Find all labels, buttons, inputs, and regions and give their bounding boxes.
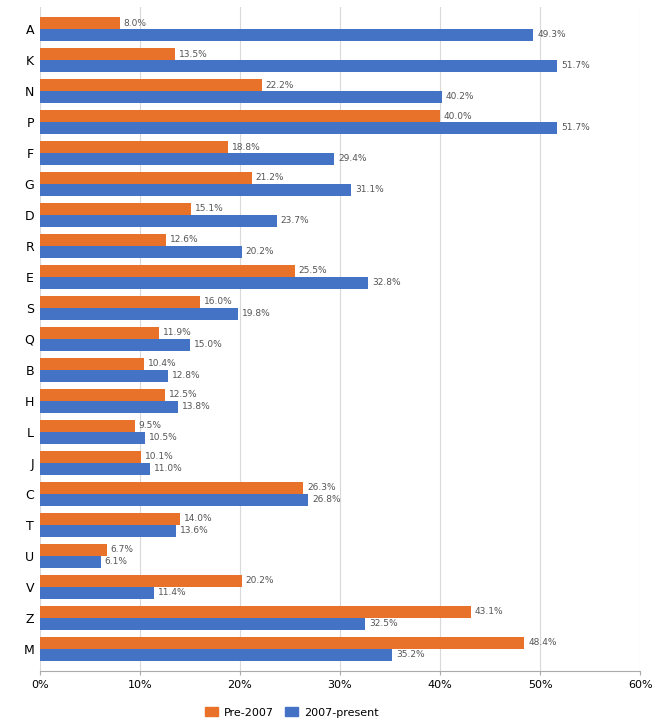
- Text: 32.5%: 32.5%: [369, 619, 397, 628]
- Bar: [40, 575, 242, 587]
- Bar: [40, 141, 228, 153]
- Text: 21.2%: 21.2%: [256, 174, 284, 182]
- Text: 32.8%: 32.8%: [372, 278, 401, 287]
- Bar: [40, 215, 277, 226]
- Bar: [40, 246, 242, 257]
- Bar: [40, 451, 141, 463]
- Legend: Pre-2007, 2007-present: Pre-2007, 2007-present: [201, 703, 383, 721]
- Bar: [40, 482, 303, 494]
- Bar: [40, 277, 368, 288]
- Bar: [40, 556, 101, 567]
- Text: 11.4%: 11.4%: [158, 588, 186, 597]
- Bar: [40, 265, 295, 277]
- Bar: [40, 122, 557, 133]
- Text: 12.6%: 12.6%: [170, 236, 199, 244]
- Bar: [40, 463, 150, 474]
- Bar: [40, 432, 145, 443]
- Text: 16.0%: 16.0%: [204, 298, 232, 306]
- Bar: [40, 649, 392, 660]
- Text: 25.5%: 25.5%: [299, 267, 327, 275]
- Bar: [40, 513, 180, 525]
- Bar: [40, 110, 440, 122]
- Text: 51.7%: 51.7%: [561, 123, 590, 132]
- Bar: [40, 234, 166, 246]
- Bar: [40, 525, 176, 536]
- Bar: [40, 339, 190, 350]
- Bar: [40, 48, 175, 60]
- Text: 19.8%: 19.8%: [242, 309, 271, 318]
- Text: 22.2%: 22.2%: [266, 81, 294, 89]
- Bar: [40, 60, 557, 71]
- Text: 35.2%: 35.2%: [396, 650, 424, 659]
- Text: 6.7%: 6.7%: [111, 546, 134, 554]
- Text: 10.1%: 10.1%: [145, 453, 174, 461]
- Bar: [40, 389, 165, 401]
- Bar: [40, 172, 252, 184]
- Text: 9.5%: 9.5%: [139, 422, 162, 430]
- Text: 26.3%: 26.3%: [307, 484, 335, 492]
- Bar: [40, 308, 238, 319]
- Text: 8.0%: 8.0%: [123, 19, 147, 27]
- Text: 20.2%: 20.2%: [246, 247, 275, 256]
- Bar: [40, 327, 158, 339]
- Text: 13.6%: 13.6%: [180, 526, 209, 535]
- Bar: [40, 184, 351, 195]
- Text: 14.0%: 14.0%: [183, 515, 213, 523]
- Text: 49.3%: 49.3%: [537, 30, 566, 40]
- Bar: [40, 618, 365, 629]
- Text: 11.9%: 11.9%: [163, 329, 191, 337]
- Bar: [40, 587, 154, 598]
- Bar: [40, 606, 471, 618]
- Bar: [40, 420, 135, 432]
- Bar: [40, 29, 533, 40]
- Text: 15.1%: 15.1%: [195, 205, 224, 213]
- Text: 40.0%: 40.0%: [444, 112, 473, 120]
- Bar: [40, 296, 200, 308]
- Bar: [40, 79, 262, 91]
- Text: 20.2%: 20.2%: [246, 577, 275, 585]
- Text: 29.4%: 29.4%: [338, 154, 366, 163]
- Bar: [40, 17, 119, 29]
- Bar: [40, 358, 144, 370]
- Text: 23.7%: 23.7%: [281, 216, 310, 225]
- Text: 15.0%: 15.0%: [194, 340, 222, 349]
- Bar: [40, 370, 168, 381]
- Text: 13.8%: 13.8%: [182, 402, 211, 411]
- Text: 48.4%: 48.4%: [528, 638, 556, 647]
- Text: 51.7%: 51.7%: [561, 61, 590, 70]
- Text: 26.8%: 26.8%: [312, 495, 341, 504]
- Text: 40.2%: 40.2%: [446, 92, 475, 101]
- Bar: [40, 153, 334, 164]
- Text: 43.1%: 43.1%: [475, 608, 504, 616]
- Text: 31.1%: 31.1%: [355, 185, 383, 194]
- Bar: [40, 401, 178, 412]
- Bar: [40, 494, 308, 505]
- Bar: [40, 544, 107, 556]
- Text: 6.1%: 6.1%: [105, 557, 127, 566]
- Text: 11.0%: 11.0%: [154, 464, 182, 473]
- Bar: [40, 91, 442, 102]
- Text: 10.5%: 10.5%: [148, 433, 178, 442]
- Text: 12.5%: 12.5%: [169, 391, 197, 399]
- Text: 18.8%: 18.8%: [232, 143, 261, 151]
- Text: 12.8%: 12.8%: [172, 371, 201, 380]
- Bar: [40, 203, 191, 215]
- Text: 13.5%: 13.5%: [179, 50, 207, 58]
- Bar: [40, 637, 524, 649]
- Text: 10.4%: 10.4%: [148, 360, 176, 368]
